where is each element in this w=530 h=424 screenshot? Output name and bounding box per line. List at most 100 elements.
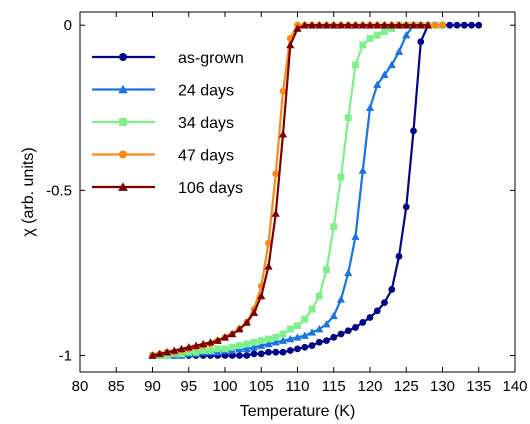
x-tick-label: 135: [466, 378, 491, 395]
data-point: [235, 324, 244, 333]
data-point: [344, 268, 353, 277]
data-point: [272, 333, 280, 341]
data-point: [162, 348, 172, 356]
legend-item: 47 days: [92, 148, 234, 165]
data-point: [373, 80, 382, 88]
data-point: [177, 344, 186, 353]
legend-label: 47 days: [178, 148, 234, 165]
data-point: [294, 345, 301, 353]
data-point: [410, 127, 417, 135]
data-point: [315, 21, 324, 29]
series-layer: [148, 21, 483, 359]
data-point: [199, 347, 207, 354]
data-point: [279, 348, 287, 356]
data-point: [119, 150, 127, 159]
data-point: [265, 348, 272, 356]
data-point: [365, 21, 375, 29]
data-point: [249, 308, 259, 316]
data-point: [242, 318, 251, 326]
x-tick-label: 85: [108, 378, 125, 395]
data-point: [257, 291, 266, 300]
data-point: [352, 61, 359, 69]
legend-label: as-grown: [178, 50, 244, 67]
data-point: [250, 350, 258, 358]
data-point: [395, 253, 403, 260]
data-point: [359, 41, 367, 49]
data-point: [191, 341, 201, 349]
data-point: [286, 40, 295, 49]
legend-item: 24 days: [92, 83, 234, 100]
data-point: [387, 21, 396, 29]
data-point: [366, 314, 374, 321]
data-point: [257, 341, 266, 349]
x-tick-label: 130: [430, 378, 455, 395]
data-point: [373, 307, 381, 315]
data-point: [351, 21, 360, 29]
data-point: [380, 70, 389, 79]
data-point: [475, 21, 483, 29]
data-point: [293, 24, 302, 32]
data-point: [308, 342, 316, 349]
legend-item: as-grown: [92, 50, 244, 67]
x-tick-label: 115: [322, 378, 346, 395]
y-axis-label: χ (arb. units): [20, 147, 37, 236]
series-106-days: [148, 21, 433, 359]
data-point: [192, 348, 200, 356]
data-point: [278, 336, 288, 344]
data-point: [221, 345, 229, 353]
data-point: [381, 299, 388, 307]
data-point: [439, 21, 446, 29]
data-point: [119, 53, 127, 61]
data-point: [373, 31, 381, 39]
data-point: [344, 21, 353, 29]
data-point: [220, 333, 230, 341]
data-point: [199, 339, 208, 348]
data-point: [264, 262, 273, 270]
plot-frame: [79, 11, 516, 373]
x-tick-label: 105: [249, 378, 274, 395]
data-point: [294, 322, 301, 330]
data-point: [243, 340, 251, 348]
data-point: [358, 166, 367, 174]
data-point: [337, 330, 345, 338]
x-tick-label: 125: [394, 378, 419, 395]
data-point: [155, 349, 164, 358]
data-point: [265, 239, 272, 247]
data-point: [228, 329, 237, 338]
data-point: [402, 203, 410, 211]
data-point: [329, 311, 338, 320]
data-point: [118, 182, 128, 191]
data-point: [301, 315, 309, 323]
data-point: [286, 347, 294, 354]
data-point: [184, 343, 193, 351]
legend-label: 106 days: [178, 180, 243, 197]
x-tick-label: 100: [212, 378, 237, 395]
data-point: [358, 21, 367, 29]
data-point: [344, 327, 352, 335]
data-point: [446, 21, 454, 29]
data-point: [148, 351, 157, 359]
data-point: [323, 266, 330, 274]
data-point: [307, 21, 317, 29]
data-point: [388, 286, 396, 293]
data-point: [308, 305, 316, 313]
data-point: [365, 103, 375, 112]
data-point: [381, 28, 388, 36]
data-point: [293, 333, 302, 341]
data-point: [272, 348, 280, 356]
data-point: [300, 21, 309, 29]
data-point: [236, 342, 243, 349]
data-point: [119, 118, 127, 126]
data-point: [315, 292, 323, 300]
legend-item: 34 days: [92, 115, 234, 132]
data-point: [337, 173, 345, 181]
data-point: [352, 324, 359, 331]
data-point: [329, 21, 338, 29]
data-point: [170, 346, 179, 354]
data-point: [300, 331, 309, 339]
data-point: [373, 21, 382, 29]
data-point: [264, 339, 273, 348]
data-point: [322, 320, 331, 328]
data-point: [460, 21, 468, 29]
